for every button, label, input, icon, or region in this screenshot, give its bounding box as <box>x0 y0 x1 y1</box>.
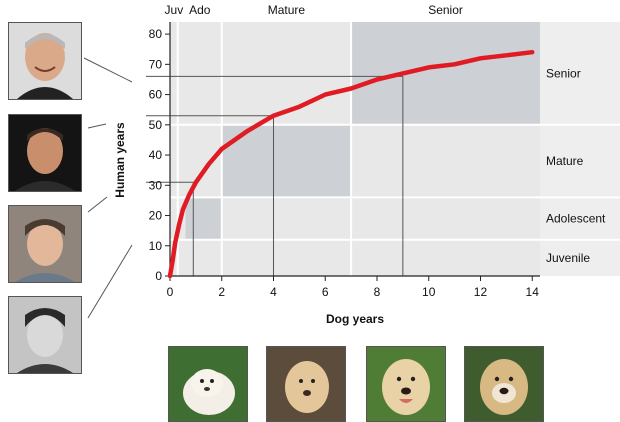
person-photo-graphic <box>9 297 81 373</box>
labrador-puppy-photo <box>168 346 248 422</box>
y-tick-label: 20 <box>149 209 163 223</box>
x-tick-label: 0 <box>167 285 174 299</box>
y-tick-label: 60 <box>149 88 163 102</box>
top-stage-label: Juv <box>165 3 184 17</box>
top-stage-label: Senior <box>428 3 463 17</box>
right-stage-label: Senior <box>546 66 581 80</box>
right-stage-label: Mature <box>546 154 584 168</box>
x-tick-label: 10 <box>422 285 436 299</box>
right-stage-band-background <box>540 22 620 276</box>
adult-labrador-photo <box>366 346 446 422</box>
y-tick-label: 50 <box>149 118 163 132</box>
x-tick-label: 8 <box>374 285 381 299</box>
y-tick-label: 0 <box>155 269 162 283</box>
y-tick-label: 10 <box>149 239 163 253</box>
person-photo-graphic <box>9 23 81 99</box>
data-series-curve <box>167 49 535 279</box>
stage-highlight-box <box>185 197 222 240</box>
senior-labrador-photo <box>464 346 544 422</box>
y-tick-label: 40 <box>149 148 163 162</box>
dog-photo-graphic <box>267 347 345 421</box>
x-axis-label: Dog years <box>326 312 384 326</box>
dog-photo-graphic <box>169 347 247 421</box>
top-stage-label: Ado <box>189 3 211 17</box>
x-tick-label: 12 <box>474 285 488 299</box>
adult-man-portrait-2 <box>8 114 82 192</box>
child-portrait <box>8 296 82 374</box>
photo-connector-lines <box>83 57 133 319</box>
dog-photo-graphic <box>367 347 445 421</box>
y-axis-label: Human years <box>113 122 127 198</box>
person-photo-graphic <box>9 206 81 282</box>
y-tick-label: 80 <box>149 27 163 41</box>
stage-highlight-box <box>221 124 352 198</box>
x-tick-label: 4 <box>270 285 277 299</box>
right-stage-label: Juvenile <box>546 251 590 265</box>
top-stage-label: Mature <box>268 3 306 17</box>
stage-highlight-box <box>351 22 540 125</box>
x-tick-label: 6 <box>322 285 329 299</box>
dog-photo-graphic <box>465 347 543 421</box>
young-labrador-photo <box>266 346 346 422</box>
adult-man-portrait-1 <box>8 22 82 100</box>
y-tick-label: 70 <box>149 57 163 71</box>
young-man-portrait <box>8 205 82 283</box>
person-photo-graphic <box>9 115 81 191</box>
x-tick-label: 2 <box>218 285 225 299</box>
y-tick-label: 30 <box>149 178 163 192</box>
x-tick-label: 14 <box>526 285 540 299</box>
right-stage-label: Adolescent <box>546 212 606 226</box>
